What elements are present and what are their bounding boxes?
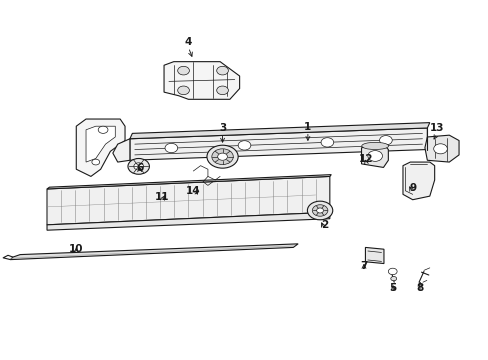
- Polygon shape: [47, 176, 329, 225]
- Circle shape: [433, 144, 447, 154]
- Text: 11: 11: [154, 192, 168, 202]
- Circle shape: [134, 163, 143, 170]
- Circle shape: [307, 201, 332, 220]
- Text: 7: 7: [360, 261, 367, 271]
- Polygon shape: [163, 62, 239, 99]
- Text: 2: 2: [321, 220, 328, 230]
- Polygon shape: [361, 144, 387, 167]
- Circle shape: [216, 86, 228, 95]
- Circle shape: [316, 208, 323, 213]
- Polygon shape: [113, 139, 130, 162]
- Text: 10: 10: [69, 243, 83, 253]
- Polygon shape: [76, 119, 125, 176]
- Circle shape: [367, 150, 382, 161]
- Polygon shape: [130, 123, 429, 139]
- Circle shape: [211, 149, 233, 165]
- Polygon shape: [47, 175, 330, 189]
- Circle shape: [206, 145, 238, 168]
- Polygon shape: [424, 135, 458, 162]
- Circle shape: [217, 153, 227, 160]
- Circle shape: [216, 66, 228, 75]
- Text: 5: 5: [389, 283, 396, 293]
- Ellipse shape: [361, 142, 388, 149]
- Text: 1: 1: [304, 122, 311, 132]
- Circle shape: [128, 158, 149, 174]
- Text: 14: 14: [185, 186, 200, 196]
- Polygon shape: [47, 212, 329, 230]
- Circle shape: [379, 136, 391, 145]
- Text: 12: 12: [358, 154, 373, 164]
- Circle shape: [321, 138, 333, 147]
- Circle shape: [92, 159, 100, 165]
- Text: 8: 8: [416, 283, 423, 293]
- Text: 13: 13: [429, 123, 444, 134]
- Polygon shape: [86, 126, 115, 162]
- Circle shape: [390, 276, 396, 281]
- Circle shape: [98, 126, 108, 134]
- Text: 3: 3: [219, 123, 226, 134]
- Polygon shape: [10, 244, 298, 260]
- Polygon shape: [130, 128, 427, 160]
- Circle shape: [177, 86, 189, 95]
- Circle shape: [164, 143, 177, 153]
- Text: 6: 6: [136, 163, 143, 173]
- Polygon shape: [365, 247, 383, 264]
- Circle shape: [387, 268, 396, 275]
- Circle shape: [312, 205, 327, 216]
- Polygon shape: [402, 162, 434, 200]
- Circle shape: [177, 66, 189, 75]
- Text: 9: 9: [408, 183, 415, 193]
- Circle shape: [238, 141, 250, 150]
- Text: 4: 4: [184, 37, 192, 47]
